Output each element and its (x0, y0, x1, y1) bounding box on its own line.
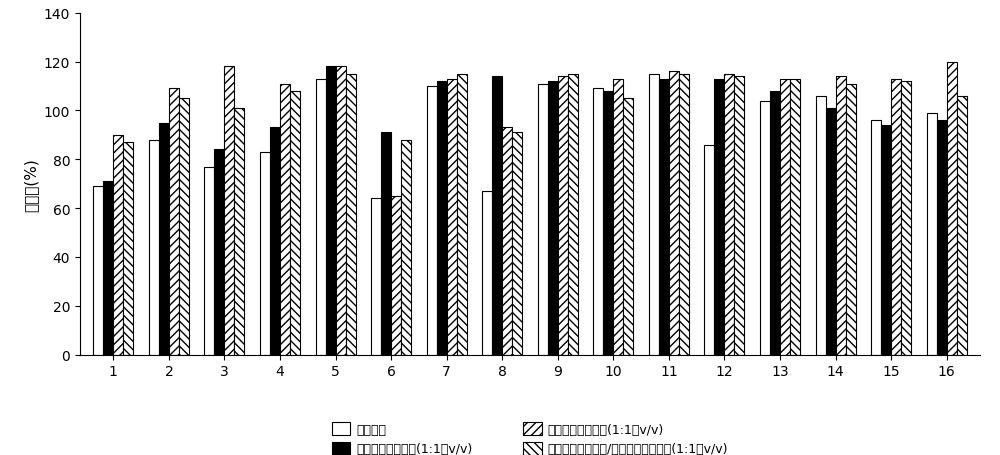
Bar (457, 75, 467, 355)
Bar (957, 96, 967, 355)
Bar (93, 187, 103, 355)
Bar (871, 121, 881, 355)
Bar (714, 80, 724, 355)
Bar (447, 80, 457, 355)
Bar (826, 109, 836, 355)
Bar (760, 101, 770, 355)
Bar (103, 182, 113, 355)
Bar (214, 150, 224, 355)
Bar (326, 67, 336, 355)
Bar (649, 75, 659, 355)
Bar (502, 128, 512, 355)
Bar (613, 80, 623, 355)
Y-axis label: 回收率(%): 回收率(%) (23, 157, 38, 211)
Bar (846, 84, 856, 355)
Bar (881, 126, 891, 355)
Bar (316, 80, 326, 355)
Bar (270, 128, 280, 355)
Bar (669, 72, 679, 355)
Bar (538, 84, 548, 355)
Bar (371, 199, 381, 355)
Bar (734, 77, 744, 355)
Bar (770, 91, 780, 355)
Bar (482, 192, 492, 355)
Bar (260, 152, 270, 355)
Bar (234, 109, 244, 355)
Bar (679, 75, 689, 355)
Bar (336, 67, 346, 355)
Bar (704, 145, 714, 355)
Bar (927, 114, 937, 355)
Bar (603, 91, 613, 355)
Bar (816, 96, 826, 355)
Bar (437, 82, 447, 355)
Legend: 二氯甲烷, 正己烷：二氯甲烷(1:1，v/v), 正己烷：乙酸乙酯(1:1，v/v), 正己烷：二氯甲烷/正己烷：乙酸乙酯(1:1，v/v): 二氯甲烷, 正己烷：二氯甲烷(1:1，v/v), 正己烷：乙酸乙酯(1:1，v/… (325, 416, 735, 455)
Bar (512, 133, 522, 355)
Bar (780, 80, 790, 355)
Bar (346, 75, 356, 355)
Bar (790, 80, 800, 355)
Bar (937, 121, 947, 355)
Bar (204, 167, 214, 355)
Bar (169, 89, 179, 355)
Bar (568, 75, 578, 355)
Bar (891, 80, 901, 355)
Bar (179, 99, 189, 355)
Bar (123, 143, 133, 355)
Bar (492, 77, 502, 355)
Bar (401, 141, 411, 355)
Bar (548, 82, 558, 355)
Bar (113, 136, 123, 355)
Bar (159, 123, 169, 355)
Bar (391, 197, 401, 355)
Bar (290, 91, 300, 355)
Bar (623, 99, 633, 355)
Bar (593, 89, 603, 355)
Bar (224, 67, 234, 355)
Bar (280, 84, 290, 355)
Bar (427, 87, 437, 355)
Bar (947, 62, 957, 355)
Bar (149, 141, 159, 355)
Bar (381, 133, 391, 355)
Bar (836, 77, 846, 355)
Bar (659, 80, 669, 355)
Bar (558, 77, 568, 355)
Bar (901, 82, 911, 355)
Bar (724, 75, 734, 355)
